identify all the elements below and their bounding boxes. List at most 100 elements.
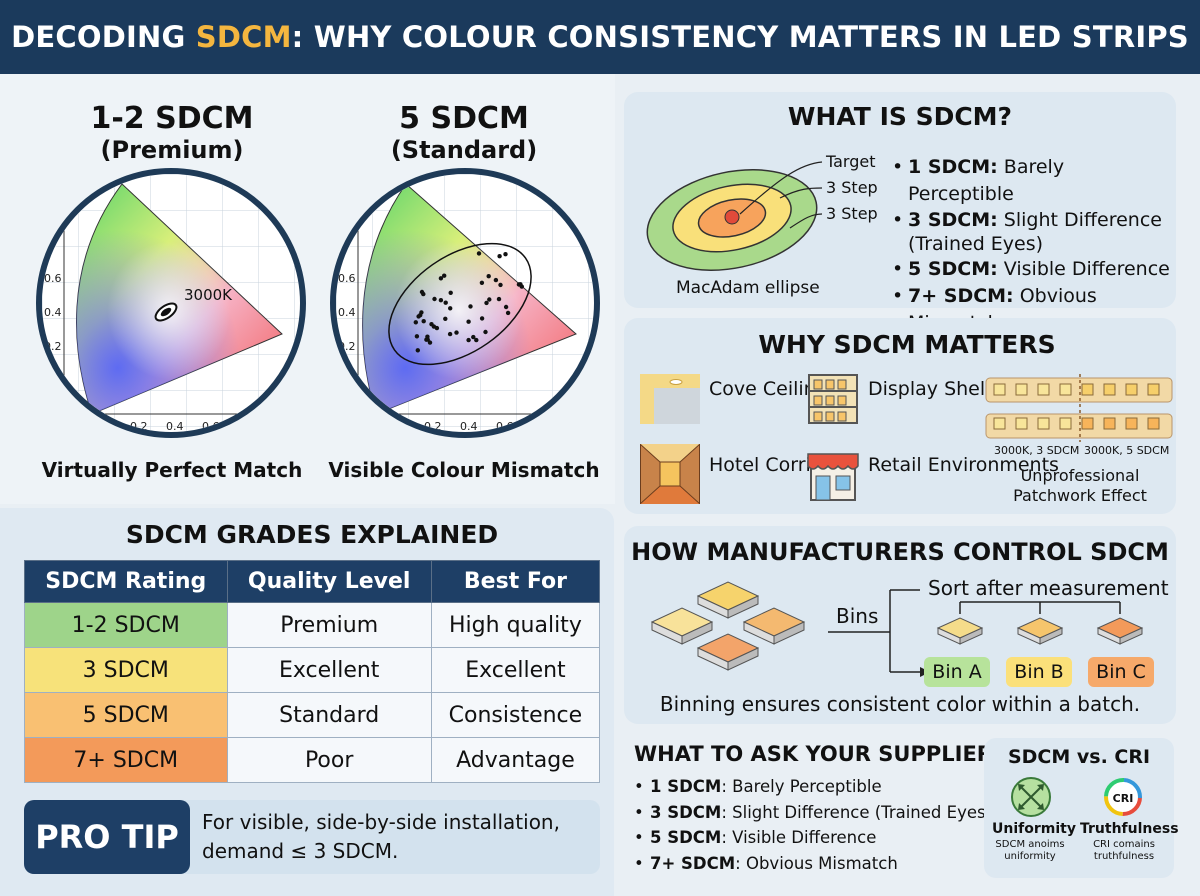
ask-list: 1 SDCM: Barely Perceptible 3 SDCM: Sligh… xyxy=(634,774,992,876)
scatter-point xyxy=(466,337,471,343)
binning-footer: Binning ensures consistent color within … xyxy=(659,692,1141,716)
y-tick: 0.6 xyxy=(338,272,356,285)
x-tick: 0.6 xyxy=(202,420,220,432)
led-chip xyxy=(1103,417,1116,430)
corridor-icon xyxy=(640,444,700,504)
y-tick: 0.4 xyxy=(44,306,62,319)
scatter-point xyxy=(427,340,433,345)
quality-cell: Standard xyxy=(226,692,432,738)
bestfor-cell: Advantage xyxy=(430,737,601,783)
scatter-point xyxy=(471,334,476,340)
manufacturers-panel xyxy=(624,526,1176,724)
led-chip xyxy=(1015,417,1028,430)
manufacturers-title: HOW MANUFACTURERS CONTROL SDCM xyxy=(631,538,1169,566)
list-item: 3 SDCM: Slight Difference (Trained Eyes) xyxy=(634,800,992,826)
scatter-point xyxy=(484,300,489,306)
bin-c-tag: Bin C xyxy=(1088,657,1154,687)
uniformity-desc: SDCM anoims uniformity xyxy=(995,839,1065,862)
scatter-point xyxy=(479,316,485,321)
scatter-point xyxy=(448,306,453,311)
scatter-point xyxy=(496,296,502,302)
scatter-point xyxy=(415,348,420,353)
list-item: 5 SDCM: Visible Difference xyxy=(892,256,1172,283)
app-label-retail: Retail Environments xyxy=(868,454,1059,476)
cri-icon: CRI xyxy=(1104,778,1142,816)
store-icon xyxy=(807,453,859,501)
rating-cell: 7+ SDCM xyxy=(24,737,228,783)
scatter-point xyxy=(432,296,437,302)
led-chip xyxy=(1125,383,1138,396)
led-chip xyxy=(1037,417,1050,430)
y-tick: 0.4 xyxy=(338,306,356,319)
scatter-point xyxy=(466,319,471,324)
table-header: Quality Level xyxy=(226,560,432,603)
led-chip xyxy=(1059,417,1072,430)
bestfor-cell: Consistence xyxy=(430,692,601,738)
grades-title: SDCM GRADES EXPLAINED xyxy=(125,520,499,549)
list-item: 1 SDCM: Barely Perceptible xyxy=(634,774,992,800)
vs-title: SDCM vs. CRI xyxy=(1007,746,1151,768)
truthfulness-label: Truthfulness xyxy=(1080,821,1179,837)
standard-caption: Visible Colour Mismatch xyxy=(328,458,600,482)
scatter-point xyxy=(487,297,492,302)
led-chip xyxy=(1059,383,1072,396)
premium-caption: Virtually Perfect Match xyxy=(41,458,303,482)
led-chip xyxy=(993,417,1006,430)
scatter-point xyxy=(503,252,508,257)
scatter-point xyxy=(443,316,448,321)
premium-cie-diagram: 3000K 0.6 0.4 0.2 0.2 0.4 0.6 xyxy=(36,168,306,438)
scatter-points xyxy=(413,251,524,353)
truthfulness-desc: CRI comains truthfulness xyxy=(1093,839,1155,862)
led-chip xyxy=(1147,417,1160,430)
list-item: 1 SDCM: Barely Perceptible xyxy=(892,154,1172,208)
list-item: 5 SDCM: Visible Difference xyxy=(634,825,992,851)
x-tick: 0.4 xyxy=(166,420,184,432)
led-chip xyxy=(993,383,1006,396)
x-tick: 0.2 xyxy=(130,420,148,432)
premium-point-label: 3000K xyxy=(184,286,233,304)
y-tick: 0.2 xyxy=(44,340,62,353)
scatter-point xyxy=(498,282,503,288)
x-tick: 0.2 xyxy=(424,420,442,432)
y-tick: 0.2 xyxy=(338,340,356,353)
binning-flow-arrows xyxy=(828,589,1144,677)
rating-cell: 5 SDCM xyxy=(24,692,228,738)
scatter-point xyxy=(493,277,499,283)
list-item: 7+ SDCM: Obvious Mismatch xyxy=(634,851,992,877)
scatter-point xyxy=(454,330,459,335)
y-tick: 0.6 xyxy=(44,272,62,285)
table-header: SDCM Rating xyxy=(24,560,228,603)
scatter-point xyxy=(447,331,453,337)
scatter-point xyxy=(425,334,430,339)
led-chip xyxy=(1147,383,1160,396)
scatter-point xyxy=(486,274,491,279)
table-row: 7+ SDCM Poor Advantage xyxy=(24,737,601,783)
cri-icon-text: CRI xyxy=(1113,792,1134,805)
bestfor-cell: High quality xyxy=(430,602,601,648)
macadam-ellipse-diagram xyxy=(646,161,823,271)
strip-caption: Unprofessional Patchwork Effect xyxy=(1013,466,1147,505)
strip-label-5sdcm: 3000K, 5 SDCM xyxy=(1084,444,1170,457)
list-item: 3 SDCM: Slight Difference (Trained Eyes) xyxy=(892,208,1172,256)
scatter-point xyxy=(421,319,426,324)
pro-tip-box: PRO TIP For visible, side-by-side instal… xyxy=(24,800,600,874)
scatter-point xyxy=(438,298,444,303)
scatter-point xyxy=(416,314,421,319)
sort-label: Sort after measurement xyxy=(928,576,1169,600)
table-header: Best For xyxy=(430,560,601,603)
bin-a-tag: Bin A xyxy=(924,657,990,687)
table-row: 3 SDCM Excellent Excellent xyxy=(24,647,601,693)
uniformity-icon xyxy=(1011,777,1051,817)
title-highlight: SDCM xyxy=(195,20,292,54)
scatter-point xyxy=(413,320,418,325)
standard-title: 5 SDCM (Standard) xyxy=(390,101,538,165)
ellipse-label-step: 3 Step xyxy=(826,178,878,197)
led-chip xyxy=(1015,383,1028,396)
uniformity-label: Uniformity xyxy=(992,821,1076,837)
scatter-point xyxy=(497,254,502,259)
rating-cell: 3 SDCM xyxy=(24,647,228,693)
bin-b-tag: Bin B xyxy=(1006,657,1072,687)
scatter-point xyxy=(519,284,524,289)
led-chip xyxy=(1037,383,1050,396)
quality-cell: Excellent xyxy=(226,647,432,693)
